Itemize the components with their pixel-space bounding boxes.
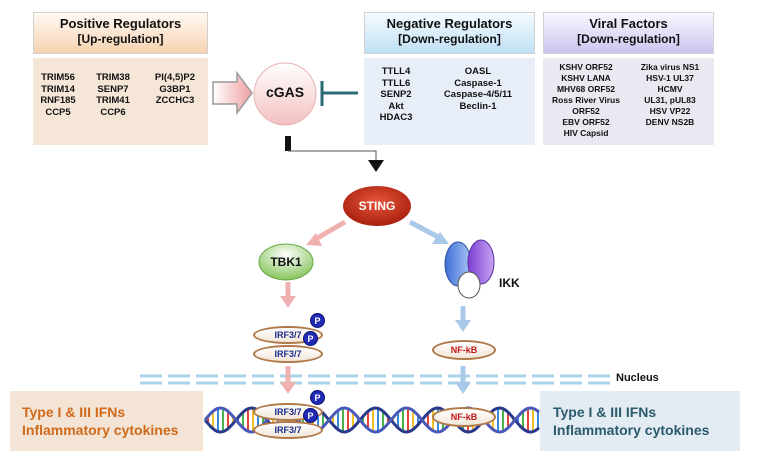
positive-subtitle: [Up-regulation]	[77, 32, 164, 46]
regulator-item: SENP2	[380, 89, 412, 100]
ikk-label: IKK	[499, 276, 520, 290]
viral-item: ORF52	[572, 106, 600, 116]
regulator-item: PI(4,5)P2	[154, 72, 196, 83]
viral-item: UL31, pUL83	[644, 95, 696, 105]
left-output-box	[10, 391, 203, 451]
positive-col-1: TRIM56 TRIM14 RNF185 CCP5	[38, 72, 78, 118]
cgas-bubble	[253, 62, 317, 126]
sting-bubble	[343, 186, 411, 226]
phosphate-icon: P	[310, 313, 325, 328]
positive-regulators-panel	[33, 58, 208, 145]
sting-to-tbk1-arrow	[306, 233, 322, 246]
regulator-item: Akt	[388, 100, 404, 112]
nfkb-nuclear-arrow	[455, 382, 471, 394]
regulator-item: TRIM38	[96, 72, 130, 83]
negative-regulators-panel	[364, 58, 535, 145]
regulator-item: TTLL6	[381, 77, 411, 89]
cgas-to-sting-arrowhead	[368, 160, 384, 172]
left-output-line1: Type I & III IFNs	[22, 404, 126, 420]
cgas-label: cGAS	[265, 84, 305, 100]
sting-to-ikk-arrow	[432, 232, 449, 244]
negative-subtitle: [Down-regulation]	[398, 32, 501, 46]
positive-regulators-header: Positive Regulators [Up-regulation]	[33, 12, 208, 54]
viral-item: HSV VP22	[649, 106, 691, 116]
regulator-item: Caspase-4/5/11	[443, 89, 513, 100]
irf-monomer-bottom: IRF3/7	[253, 345, 323, 363]
negative-regulators-header: Negative Regulators [Down-regulation]	[364, 12, 535, 54]
left-output-line2: Inflammatory cytokines	[22, 422, 179, 438]
positive-arrow	[212, 70, 253, 116]
tbk1-bubble	[258, 243, 314, 281]
positive-col-2: TRIM38 SENP7 TRIM41 CCP6	[90, 72, 136, 118]
regulator-item: Beclin-1	[459, 100, 497, 112]
viral-item: Zika virus NS1	[640, 62, 700, 72]
regulator-item: HDAC3	[379, 112, 413, 123]
viral-item: DENV NS2B	[645, 117, 695, 127]
regulator-item: RNF185	[40, 95, 76, 106]
tbk1-to-irf-arrow	[280, 296, 296, 308]
viral-item: Ross River Virus	[552, 95, 620, 105]
viral-item: MHV68 ORF52	[556, 84, 616, 94]
cgas-connector-line	[288, 150, 377, 170]
phosphate-icon: P	[310, 390, 325, 405]
viral-item: HCMV	[657, 84, 683, 94]
regulator-item: TRIM41	[96, 95, 130, 106]
viral-item: HSV-1 UL37	[646, 73, 694, 83]
right-output-line1: Type I & III IFNs	[553, 404, 657, 420]
negative-col-2: OASL Caspase-1 Caspase-4/5/11 Beclin-1	[428, 66, 528, 112]
right-output-box	[540, 391, 740, 451]
viral-item: KSHV ORF52	[559, 62, 613, 72]
ikk-to-nfkb-arrow	[455, 320, 471, 332]
nfkb-nucleus: NF-kB	[432, 407, 496, 427]
negative-col-1: TTLL4 TTLL6 SENP2 Akt HDAC3	[374, 66, 418, 124]
viral-item: HIV Capsid	[563, 128, 609, 138]
right-output-line2: Inflammatory cytokines	[553, 422, 710, 438]
viral-item: KSHV LANA	[561, 73, 611, 83]
viral-factors-panel	[543, 58, 714, 145]
regulator-item: CCP5	[45, 106, 71, 118]
viral-title: Viral Factors	[589, 16, 668, 31]
tbk1-label: TBK1	[270, 255, 302, 269]
ikk-complex-icon	[444, 239, 495, 299]
nfkb-cytoplasm: NF-kB	[432, 340, 496, 360]
regulator-item: CCP6	[100, 106, 126, 118]
nuclear-membrane	[140, 374, 610, 385]
irf-nuclear-arrow	[280, 382, 296, 394]
irf-nuclear-bottom: IRF3/7	[253, 421, 323, 439]
regulator-item: ZCCHC3	[155, 95, 195, 106]
phosphate-icon: P	[303, 408, 318, 423]
nucleus-label: Nucleus	[616, 372, 659, 384]
positive-title: Positive Regulators	[59, 16, 182, 31]
regulator-item: Caspase-1	[454, 77, 502, 89]
viral-col-2: Zika virus NS1 HSV-1 UL37 HCMV UL31, pUL…	[629, 62, 711, 128]
regulator-item: TRIM14	[41, 83, 75, 95]
cgas-connector-bar	[285, 136, 291, 151]
positive-col-3: PI(4,5)P2 G3BP1 ZCCHC3	[146, 72, 204, 107]
regulator-item: SENP7	[97, 83, 129, 95]
sting-label: STING	[358, 199, 396, 213]
viral-col-1: KSHV ORF52 KSHV LANA MHV68 ORF52 Ross Ri…	[546, 62, 626, 139]
viral-item: EBV ORF52	[562, 117, 610, 127]
irf-monomer-top: IRF3/7	[253, 326, 323, 344]
viral-subtitle: [Down-regulation]	[577, 32, 680, 46]
phosphate-icon: P	[303, 331, 318, 346]
regulator-item: OASL	[464, 66, 492, 77]
negative-title: Negative Regulators	[386, 16, 513, 31]
regulator-item: TTLL4	[381, 66, 411, 77]
regulator-item: G3BP1	[159, 83, 191, 95]
regulator-item: TRIM56	[41, 72, 75, 83]
viral-factors-header: Viral Factors [Down-regulation]	[543, 12, 714, 54]
